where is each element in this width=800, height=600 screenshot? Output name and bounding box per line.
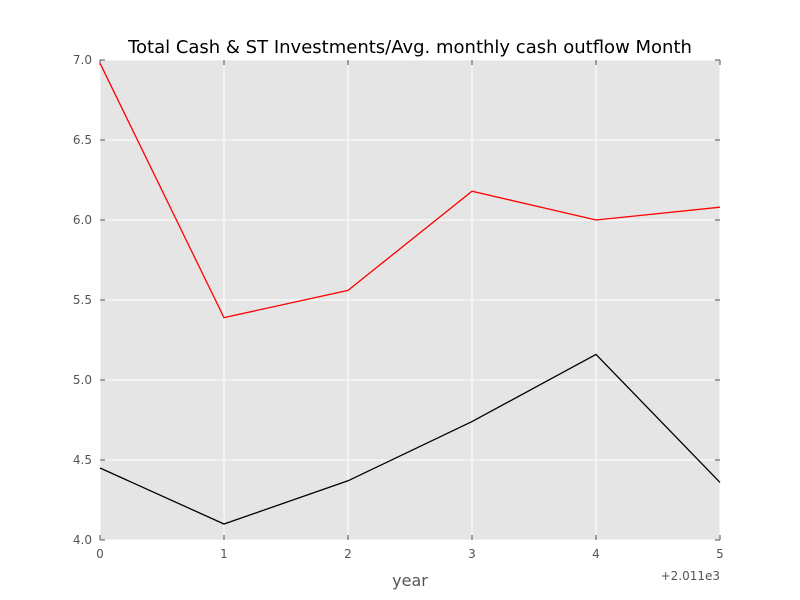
x-tick-label: 1 bbox=[220, 547, 228, 561]
series-group bbox=[99, 62, 721, 525]
x-tick-label: 3 bbox=[468, 547, 476, 561]
x-axis-tick-labels: 0 1 2 3 4 5 bbox=[96, 547, 724, 561]
x-tick-label: 0 bbox=[96, 547, 104, 561]
x-axis-offset-label: +2.011e3 bbox=[661, 569, 720, 583]
axis-ticks bbox=[99, 59, 721, 541]
y-tick-label: 6.5 bbox=[73, 133, 92, 147]
y-axis-tick-labels: 4.0 4.5 5.0 5.5 6.0 6.5 7.0 bbox=[73, 53, 92, 547]
y-tick-label: 4.5 bbox=[73, 453, 92, 467]
series-line-1 bbox=[99, 62, 721, 319]
y-tick-label: 7.0 bbox=[73, 53, 92, 67]
x-tick-label: 4 bbox=[592, 547, 600, 561]
x-tick-label: 5 bbox=[716, 547, 724, 561]
x-axis-label: year bbox=[392, 571, 428, 590]
y-tick-label: 6.0 bbox=[73, 213, 92, 227]
y-tick-label: 5.0 bbox=[73, 373, 92, 387]
y-tick-label: 4.0 bbox=[73, 533, 92, 547]
y-tick-label: 5.5 bbox=[73, 293, 92, 307]
x-tick-label: 2 bbox=[344, 547, 352, 561]
series-line-2 bbox=[99, 353, 721, 525]
chart-title: Total Cash & ST Investments/Avg. monthly… bbox=[127, 37, 692, 58]
